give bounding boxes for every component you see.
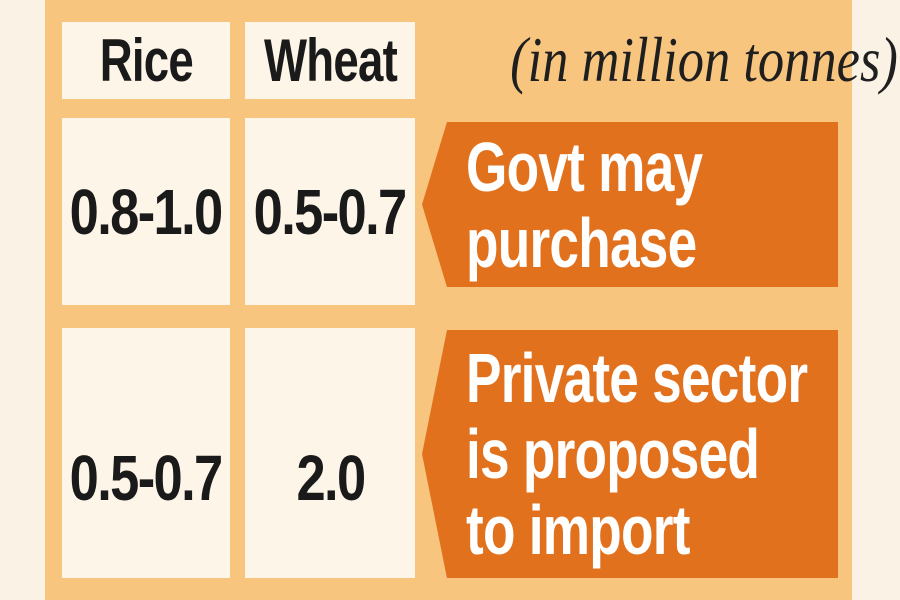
column-header-rice: Rice xyxy=(62,22,230,99)
column-header-rice-label: Rice xyxy=(99,27,193,94)
value-govt-wheat: 0.5-0.7 xyxy=(254,175,408,248)
banner-private-line-3: to import xyxy=(466,491,690,569)
banner-govt-line-1: Govt may xyxy=(466,127,703,206)
cell-govt-wheat: 0.5-0.7 xyxy=(245,118,415,305)
banner-govt-line-2: purchase xyxy=(466,203,697,282)
banner-private-line-1: Private sector xyxy=(466,339,808,417)
row-label-private-import-banner: Private sector is proposed to import xyxy=(422,330,838,578)
row-label-govt-purchase-banner: Govt may purchase xyxy=(422,122,838,287)
value-govt-rice: 0.8-1.0 xyxy=(70,175,224,248)
cell-private-wheat: 2.0 xyxy=(245,328,415,578)
value-private-rice: 0.5-0.7 xyxy=(70,442,224,514)
cell-govt-rice: 0.8-1.0 xyxy=(62,118,230,305)
unit-note: (in million tonnes) xyxy=(425,22,898,98)
value-private-wheat: 2.0 xyxy=(295,442,366,514)
banner-private-line-2: is proposed xyxy=(466,415,760,493)
column-header-wheat-label: Wheat xyxy=(263,27,398,94)
column-header-wheat: Wheat xyxy=(245,22,415,99)
unit-note-text: (in million tonnes) xyxy=(510,24,898,95)
cell-private-rice: 0.5-0.7 xyxy=(62,328,230,578)
